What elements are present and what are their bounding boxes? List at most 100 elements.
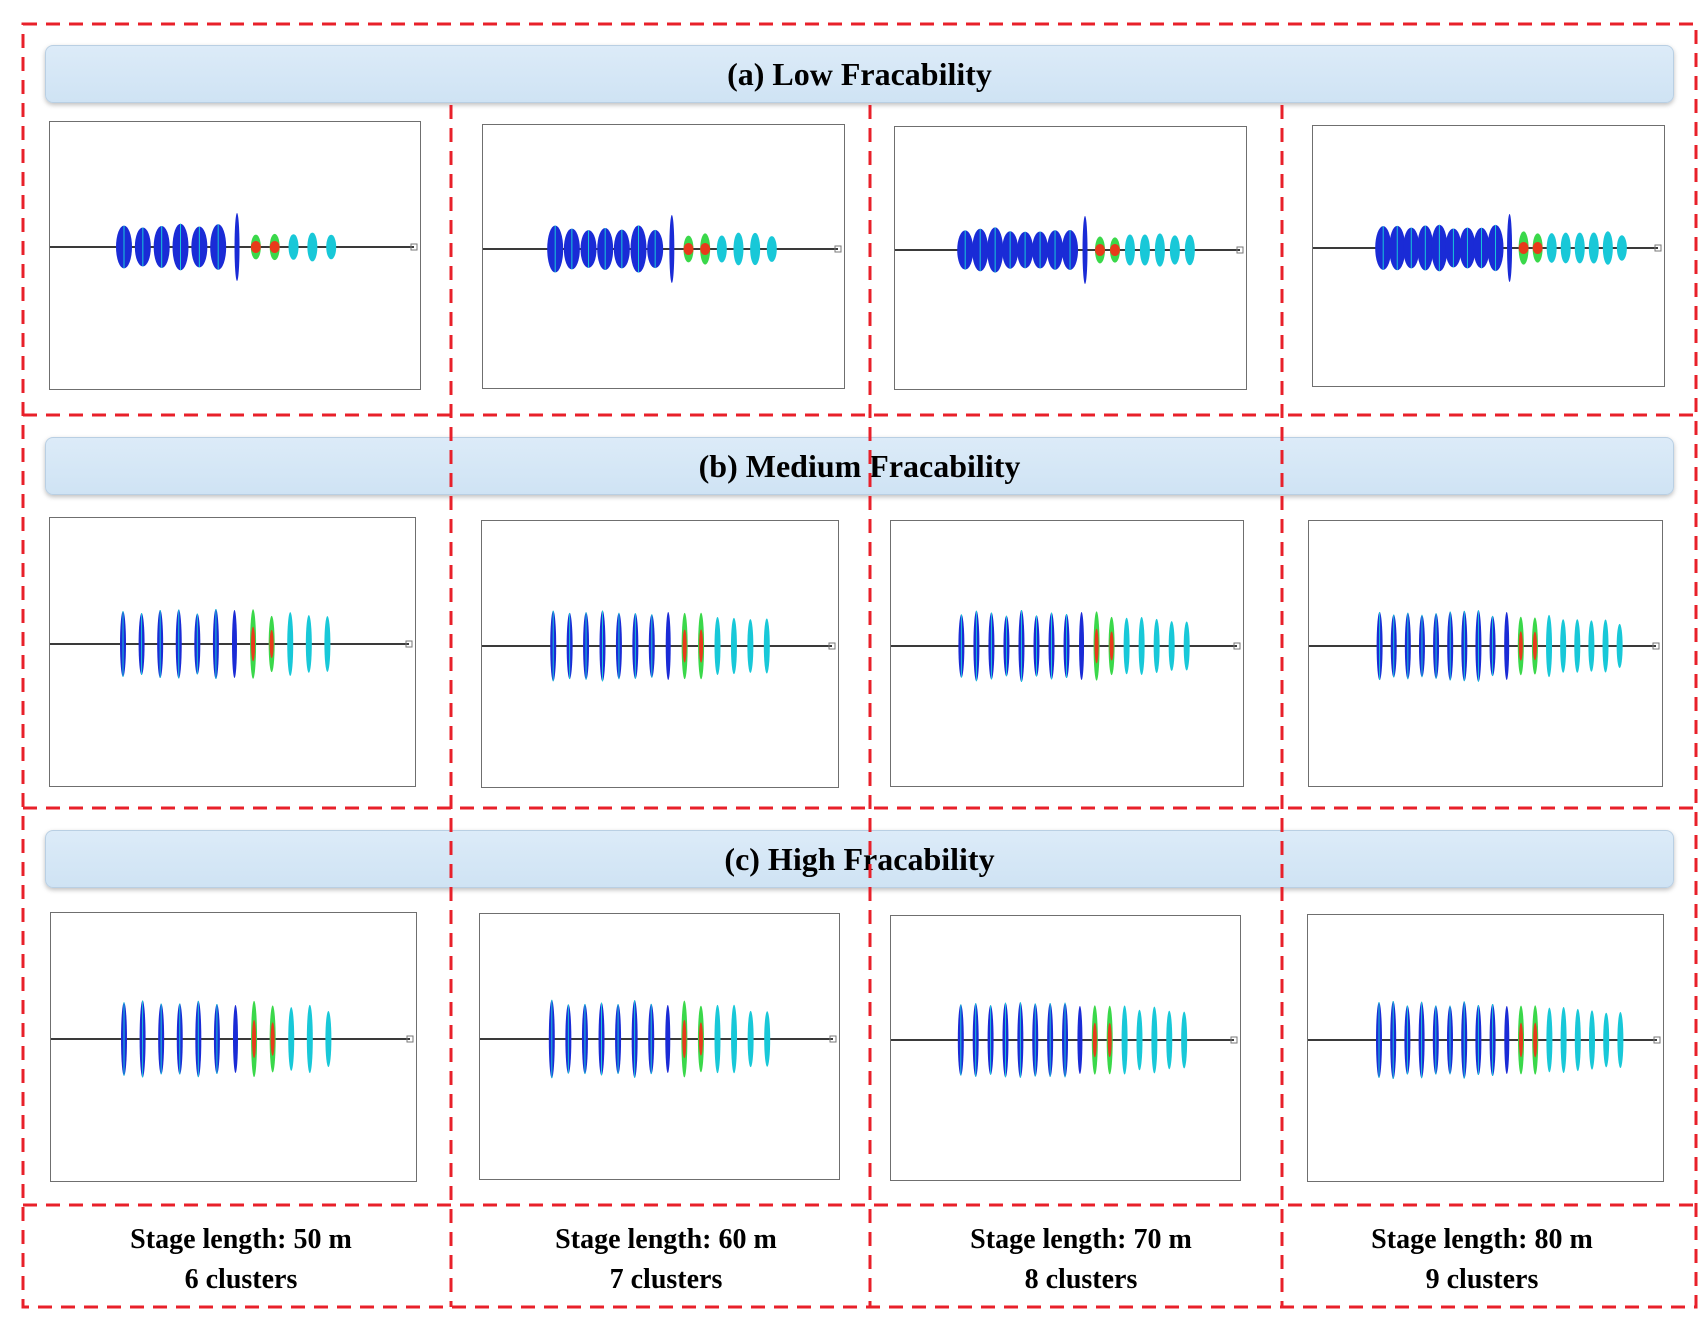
- fracture-wing: [1183, 621, 1190, 671]
- fracture-wing: [714, 1004, 721, 1074]
- fracture-hotspot: [1107, 1022, 1112, 1058]
- fracture-mark: [1390, 1001, 1397, 1079]
- fracture-wing: [288, 1007, 295, 1071]
- fracture-wing: [747, 619, 754, 673]
- fracture-hotspot: [1092, 1022, 1097, 1058]
- fracture-wing: [1154, 233, 1165, 267]
- fracture-wing: [1166, 1010, 1173, 1070]
- fracture-mark: [1077, 1006, 1083, 1074]
- fracture-wing: [665, 1005, 671, 1073]
- fracture-wing: [326, 234, 337, 260]
- fracture-mark: [1473, 227, 1490, 269]
- fracture-mark: [1487, 224, 1504, 272]
- fracture-mark: [987, 227, 1004, 273]
- fracture-mark: [1063, 613, 1070, 679]
- fracture-mark: [598, 1002, 605, 1076]
- caption-70m: Stage length: 70 m 8 clusters: [876, 1220, 1286, 1300]
- fracture-mark: [1560, 1006, 1567, 1074]
- caption-50m: Stage length: 50 m 6 clusters: [36, 1220, 446, 1300]
- fracture-mark: [251, 1000, 258, 1078]
- fracture-mark: [1017, 1002, 1024, 1078]
- fracture-mark: [305, 615, 312, 673]
- fracture-hotspot: [250, 241, 261, 253]
- fracture-mark: [1603, 1012, 1610, 1068]
- fracture-mark: [191, 226, 208, 268]
- fracture-mark: [987, 1005, 994, 1075]
- fracture-mark: [563, 228, 580, 270]
- fracture-mark: [1489, 1003, 1496, 1077]
- fracture-mark: [1018, 610, 1025, 682]
- fracture-mark: [1574, 619, 1581, 673]
- fracture-mark: [1153, 618, 1160, 674]
- fracture-wing: [1077, 1006, 1083, 1074]
- stage-length-label: Stage length: 80 m: [1371, 1224, 1593, 1255]
- fracture-mark: [597, 227, 614, 271]
- caption-80m: Stage length: 80 m 9 clusters: [1277, 1220, 1687, 1300]
- fracture-wing: [1574, 619, 1581, 673]
- fracture-mark: [988, 612, 995, 680]
- fracture-mark: [957, 1004, 964, 1076]
- fracture-mark: [1032, 1003, 1039, 1077]
- fracture-wing: [1169, 235, 1180, 265]
- fracture-mark: [731, 1004, 738, 1074]
- fracture-mark: [547, 225, 564, 273]
- fracture-mark: [212, 608, 219, 680]
- fracture-mark: [615, 1004, 622, 1074]
- fracture-plot: [480, 999, 837, 1079]
- fracture-mark: [1504, 1006, 1510, 1074]
- fracture-wing: [1602, 619, 1609, 673]
- fracture-mark: [1003, 615, 1010, 677]
- fracture-mark: [1616, 235, 1627, 261]
- fracture-mark: [747, 1010, 754, 1068]
- fracture-mark: [550, 610, 557, 682]
- fracture-mark: [1560, 232, 1571, 264]
- fracture-wing: [766, 236, 777, 262]
- fracture-mark: [681, 1000, 688, 1078]
- fracture-mark: [1166, 1010, 1173, 1070]
- fracture-mark: [565, 1004, 572, 1074]
- fracture-hotspot: [682, 1019, 687, 1059]
- fracture-wing: [1184, 234, 1195, 266]
- fracture-mark: [1048, 612, 1055, 680]
- panel-high-70m: [890, 915, 1241, 1181]
- fracture-mark: [1546, 614, 1553, 678]
- fracture-mark: [1459, 227, 1476, 269]
- fracture-mark: [972, 228, 989, 272]
- fracture-wing: [1574, 232, 1585, 264]
- fracture-wing: [763, 618, 770, 674]
- fracture-mark: [648, 1003, 655, 1075]
- fracture-mark: [1002, 1002, 1009, 1078]
- fracture-wing: [1168, 621, 1175, 671]
- fracture-mark: [714, 617, 721, 675]
- stage-length-label: Stage length: 60 m: [555, 1224, 777, 1255]
- fracture-wing: [306, 1004, 313, 1074]
- fracture-wing: [1574, 1008, 1581, 1072]
- fracture-mark: [665, 612, 671, 680]
- fracture-mark: [288, 1007, 295, 1071]
- row-title-high: (c) High Fracability: [45, 830, 1674, 888]
- fracture-hotspot: [1109, 244, 1120, 256]
- fracture-mark: [1617, 1012, 1624, 1068]
- fracture-mark: [194, 613, 201, 675]
- fracture-mark: [1062, 1002, 1069, 1078]
- fracture-mark: [250, 609, 257, 679]
- fracture-wing: [1139, 234, 1150, 266]
- fracture-wing: [325, 1010, 332, 1068]
- fracture-mark: [1532, 233, 1543, 263]
- fracture-mark: [958, 614, 965, 678]
- fracture-mark: [326, 234, 337, 260]
- fracture-mark: [583, 612, 590, 680]
- fracture-mark: [1433, 613, 1440, 679]
- fracture-wing: [1082, 216, 1088, 284]
- fracture-mark: [213, 1004, 220, 1074]
- fracture-mark: [1047, 230, 1064, 270]
- fracture-hotspot: [1532, 242, 1543, 254]
- fracture-mark: [1375, 226, 1392, 270]
- fracture-wing: [1560, 619, 1567, 673]
- fracture-mark: [669, 215, 675, 283]
- stage-length-label: Stage length: 50 m: [130, 1224, 352, 1255]
- fracture-mark: [1475, 610, 1482, 682]
- fracture-mark: [306, 1004, 313, 1074]
- fracture-mark: [1518, 231, 1529, 265]
